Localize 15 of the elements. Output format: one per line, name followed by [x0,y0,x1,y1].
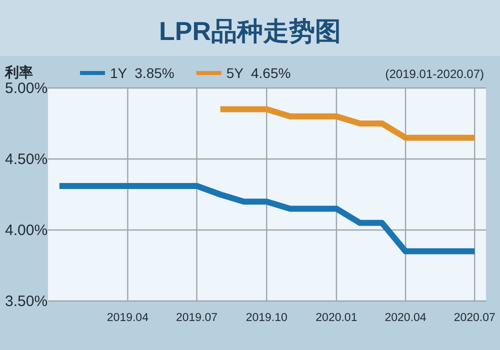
legend-label: 1Y 3.85% [110,65,174,81]
y-tick-label: 4.50% [5,151,48,168]
y-tick-label: 4.00% [5,222,48,239]
x-tick-label: 2020.04 [384,312,427,324]
legend-label: 5Y 4.65% [226,65,291,81]
x-tick-label: 2019.07 [176,312,218,324]
x-tick-label: 2019.10 [246,312,288,324]
chart-title: LPR品种走势图 [159,16,341,46]
text: (2019.01-2020.07) [385,67,484,81]
x-tick-label: 2020.01 [316,312,358,324]
y-axis-title: 利率 [4,64,33,80]
x-tick-label: 2020.07 [454,312,496,324]
y-tick-label: 3.50% [5,293,48,310]
x-tick-label: 2019.04 [106,312,150,324]
y-tick-label: 5.00% [5,80,48,97]
